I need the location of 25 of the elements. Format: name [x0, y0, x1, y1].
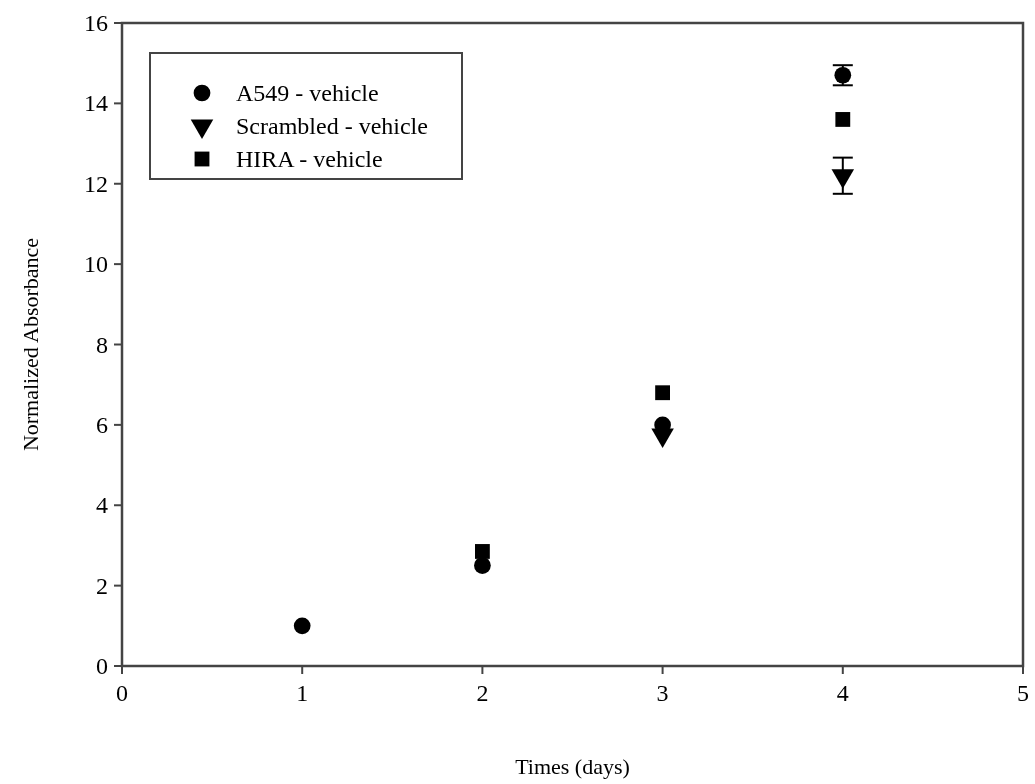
y-tick-label: 4 [96, 492, 108, 519]
x-tick-label: 2 [476, 680, 489, 706]
y-tick-label: 10 [84, 251, 108, 278]
y-tick-label: 16 [84, 10, 108, 36]
point [835, 112, 851, 127]
x-tick-label: 3 [656, 680, 669, 706]
y-tick-label: 8 [96, 331, 108, 358]
point [474, 544, 490, 559]
y-tick-label: 0 [96, 653, 108, 679]
x-tick-label: 5 [1017, 680, 1029, 706]
y-tick-label: 14 [84, 90, 108, 117]
legend-label: Scrambled - vehicle [236, 113, 428, 139]
y-axis-title: Normalized Absorbance [18, 237, 43, 452]
point [474, 557, 491, 574]
y-tick-label: 6 [96, 411, 108, 438]
y-tick-label: 12 [84, 170, 108, 197]
point [655, 385, 671, 401]
x-tick-label: 1 [296, 680, 309, 706]
legend-label: HIRA - vehicle [236, 146, 383, 172]
point [293, 617, 311, 635]
y-tick-label: 2 [96, 572, 108, 599]
x-tick-label: 4 [836, 680, 849, 706]
x-tick-label: 0 [116, 680, 128, 706]
legend-label: A549 - vehicle [236, 80, 379, 106]
x-axis-title: Times (days) [515, 754, 630, 779]
